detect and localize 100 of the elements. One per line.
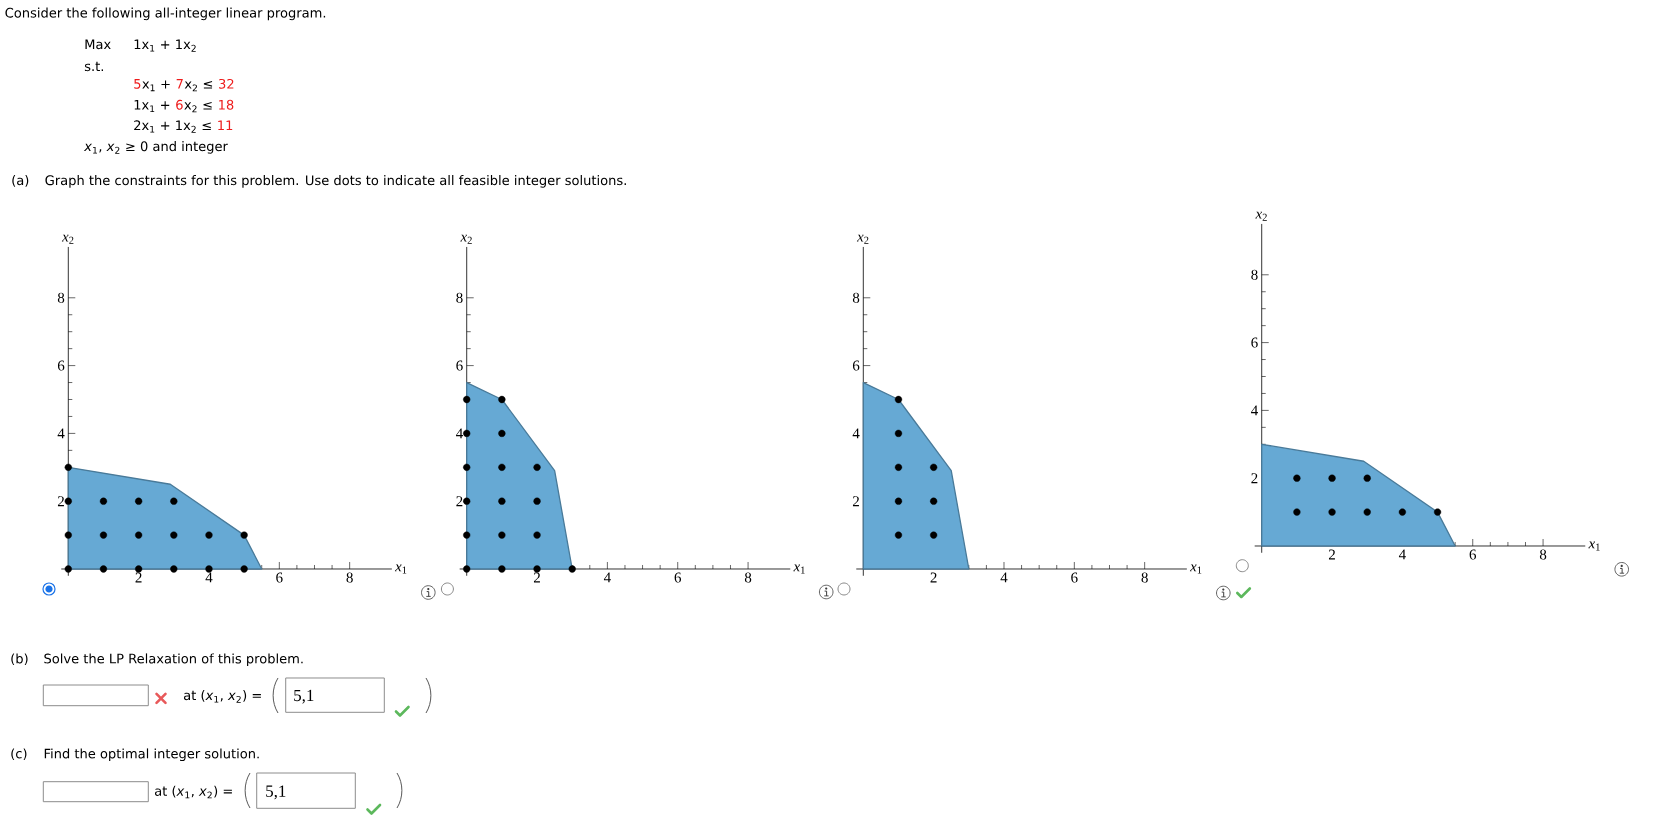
x-tick-label: 2: [1328, 549, 1335, 560]
y-tick-label: 8: [852, 292, 860, 303]
point: [498, 565, 506, 573]
x-tick-label: 4: [205, 572, 213, 583]
y-axis-title: x$_{2}$: [460, 234, 472, 244]
point: [533, 463, 541, 471]
point: [240, 531, 248, 539]
text: 1x$_{1}$ + 1x$_{2}$: [134, 39, 196, 52]
text: x$_{1}$ +: [142, 80, 170, 92]
point: [64, 497, 72, 505]
point: [463, 429, 471, 437]
point: [894, 531, 903, 539]
point: [135, 497, 143, 505]
point: [894, 497, 903, 505]
x-axis-title: x$_{1}$: [1189, 564, 1202, 574]
y-tick-label: 8: [456, 292, 463, 303]
point: [135, 531, 143, 539]
text: at (x$_{1}$, x$_{2}$) =: [154, 785, 232, 799]
text: Graph the constraints for this problem. Use dots to indicate all feasible integer solutions.: [45, 175, 626, 188]
x-tick-label: 4: [1000, 572, 1008, 583]
text: x$_{2}$ ≤: [184, 101, 212, 113]
y-tick-label: 4: [57, 428, 65, 439]
y-tick-label: 8: [57, 292, 65, 303]
text: Consider the following all-integer linear program.: [5, 7, 326, 21]
point: [240, 565, 248, 573]
x-tick-label: 4: [1398, 549, 1406, 560]
y-tick-label: 6: [456, 360, 463, 371]
point: [64, 565, 72, 573]
y-tick-label: 4: [1251, 405, 1258, 416]
point: [930, 463, 938, 471]
text: 6: [176, 99, 183, 110]
point: [568, 565, 576, 573]
point: [930, 531, 938, 539]
point: [205, 531, 213, 539]
y-tick-label: 8: [1251, 269, 1258, 280]
x-tick-label: 2: [930, 572, 937, 583]
y-tick-label: 6: [1251, 337, 1258, 348]
x-tick-label: 6: [276, 572, 283, 583]
y-tick-label: 6: [57, 360, 65, 371]
text: s.t.: [84, 61, 103, 72]
x-tick-label: 8: [744, 572, 752, 583]
point: [533, 565, 541, 573]
point: [463, 463, 471, 471]
point: [498, 531, 506, 539]
point: [894, 429, 903, 437]
point: [498, 497, 506, 505]
x-tick-label: 2: [533, 572, 540, 583]
point: [64, 463, 72, 471]
x-tick-label: 8: [1141, 572, 1148, 583]
text: 7: [176, 79, 183, 89]
point: [463, 497, 471, 505]
point: [930, 497, 938, 505]
y-tick-label: 6: [852, 360, 860, 371]
text: 18: [219, 99, 234, 110]
x-tick-label: 6: [1071, 572, 1078, 583]
y-tick-label: 2: [1251, 473, 1258, 484]
text: x$_{2}$ ≤: [184, 81, 213, 92]
text: x$_{1}$, x$_{2}$ ≥ 0 and integer: [83, 141, 228, 154]
point: [99, 497, 108, 505]
y-axis-title: x$_{2}$: [1255, 211, 1267, 221]
text: 1x$_{1}$ +: [134, 99, 170, 113]
text: (b): [11, 653, 28, 666]
x-tick-label: 6: [674, 572, 682, 583]
text: 32: [219, 78, 234, 89]
point: [533, 531, 541, 539]
x-tick-label: 6: [1469, 549, 1477, 560]
point: [463, 395, 471, 404]
text: Find the optimal integer solution.: [44, 748, 259, 762]
text: (c): [11, 748, 27, 761]
text: 5,1: [266, 785, 286, 800]
y-axis-title: x$_{2}$: [61, 234, 74, 244]
point: [170, 565, 178, 573]
point: [463, 531, 471, 539]
text: 2x$_{1}$ + 1x$_{2}$ ≤: [134, 120, 211, 133]
x-axis-title: x$_{1}$: [394, 564, 407, 574]
text: 5: [134, 79, 141, 89]
text: (a): [12, 175, 29, 187]
x-tick-label: 4: [603, 572, 611, 583]
text: Max: [85, 39, 111, 50]
x-tick-label: 8: [1539, 549, 1547, 560]
y-tick-label: 2: [456, 496, 463, 507]
point: [894, 463, 903, 471]
x-tick-label: 2: [135, 572, 142, 583]
y-tick-label: 4: [456, 428, 463, 439]
point: [170, 531, 178, 539]
text: 5,1: [294, 689, 314, 704]
point: [498, 463, 506, 471]
point: [894, 395, 903, 404]
point: [99, 531, 108, 539]
point: [64, 531, 72, 539]
point: [99, 565, 108, 573]
text: Solve the LP Relaxation of this problem.: [44, 653, 303, 667]
y-tick-label: 2: [852, 496, 859, 507]
x-axis-title: x$_{1}$: [1588, 541, 1600, 551]
y-tick-label: 4: [852, 428, 860, 439]
point: [498, 429, 506, 437]
text: 11: [218, 120, 233, 130]
point: [170, 497, 178, 505]
y-axis-title: x$_{2}$: [856, 234, 869, 244]
y-tick-label: 2: [57, 496, 64, 507]
